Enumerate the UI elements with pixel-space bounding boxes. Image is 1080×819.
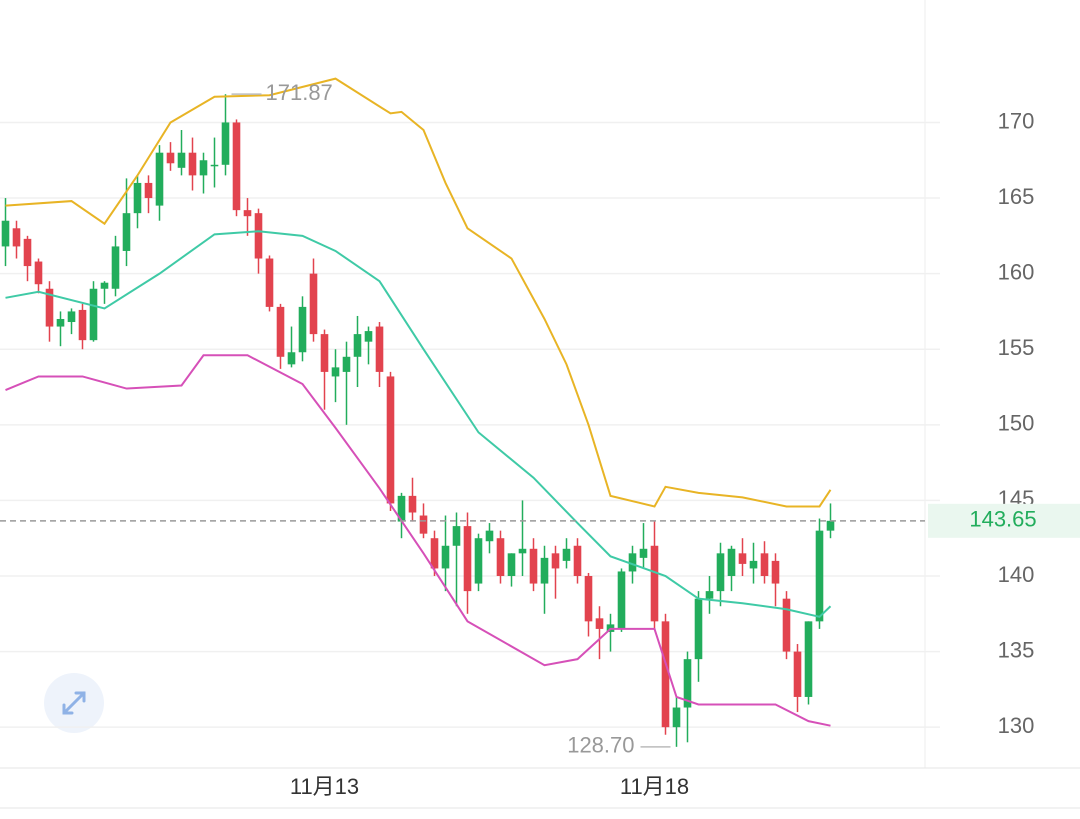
candle-body: [298, 306, 307, 353]
y-tick-label: 165: [998, 184, 1035, 209]
candle-body: [518, 548, 527, 554]
last-price-box: [928, 503, 1080, 538]
candle-body: [804, 621, 813, 697]
candle-body: [210, 164, 219, 167]
candle-body: [243, 210, 252, 217]
candle-body: [408, 495, 417, 513]
candle-body: [628, 553, 637, 572]
candle-body: [254, 213, 263, 259]
candle-body: [34, 261, 43, 285]
candle-body: [595, 618, 604, 629]
candle-body: [683, 659, 692, 708]
x-tick-label: 11月18: [620, 774, 689, 799]
icon-glyph[interactable]: [62, 691, 86, 715]
y-tick-label: 135: [998, 637, 1035, 662]
candle-body: [100, 282, 109, 289]
candle-body: [397, 495, 406, 522]
candle-body: [738, 553, 747, 564]
y-tick-label: 170: [998, 108, 1035, 133]
candle-body: [375, 326, 384, 372]
candle-body: [287, 352, 296, 365]
candle-body: [441, 545, 450, 569]
candle-body: [826, 520, 835, 531]
candle-body: [133, 182, 142, 214]
candle-body: [353, 334, 362, 357]
candle-body: [166, 152, 175, 164]
annotation-label: 171.87: [266, 80, 333, 105]
candle-body: [419, 515, 428, 534]
candle-body: [1, 220, 10, 247]
candle-body: [716, 553, 725, 592]
candle-body: [760, 553, 769, 576]
candle-body: [89, 288, 98, 341]
candle-body: [694, 598, 703, 660]
candle-body: [144, 182, 153, 199]
candle-body: [650, 545, 659, 622]
candle-body: [639, 548, 648, 558]
candle-body: [342, 356, 351, 372]
candle-body: [749, 560, 758, 569]
expand-icon[interactable]: [44, 673, 104, 733]
candle-body: [562, 548, 571, 561]
candle-body: [122, 213, 131, 251]
candle-body: [540, 557, 549, 584]
candle-body: [78, 309, 87, 341]
band-line: [5, 230, 832, 618]
candle-body: [56, 318, 65, 327]
candle-body: [485, 530, 494, 542]
y-tick-label: 150: [998, 411, 1035, 436]
candle-body: [529, 548, 538, 584]
candle-body: [793, 651, 802, 697]
candle-body: [23, 238, 32, 267]
candle-body: [265, 258, 274, 307]
y-tick-label: 140: [998, 562, 1035, 587]
candle-body: [320, 334, 329, 372]
candle-body: [67, 311, 76, 323]
y-tick-label: 160: [998, 259, 1035, 284]
candle-body: [496, 538, 505, 576]
candle-body: [331, 367, 340, 377]
candle-body: [386, 376, 395, 504]
candle-body: [661, 621, 670, 728]
candle-body: [463, 526, 472, 592]
candle-body: [155, 152, 164, 206]
y-tick-label: 130: [998, 713, 1035, 738]
candle-body: [452, 526, 461, 546]
candle-body: [782, 598, 791, 652]
candle-body: [672, 707, 681, 728]
candle-body: [199, 160, 208, 176]
candle-body: [221, 122, 230, 165]
candle-body: [309, 273, 318, 335]
candle-body: [727, 548, 736, 576]
candle-body: [177, 152, 186, 168]
candle-body: [705, 591, 714, 599]
candle-body: [188, 152, 197, 176]
candle-body: [276, 306, 285, 357]
band-line: [5, 354, 831, 727]
last-price-label: 143.65: [969, 507, 1036, 532]
candle-body: [45, 288, 54, 327]
candle-body: [815, 530, 824, 622]
annotation-label: 128.70: [567, 733, 634, 758]
candle-body: [111, 246, 120, 289]
candle-body: [12, 228, 21, 247]
candle-body: [232, 122, 241, 211]
candle-body: [474, 538, 483, 584]
y-tick-label: 155: [998, 335, 1035, 360]
x-tick-label: 11月13: [290, 774, 359, 799]
candle-body: [551, 553, 560, 569]
band-line: [5, 77, 832, 508]
candle-body: [364, 331, 373, 342]
candle-body: [617, 571, 626, 629]
candle-body: [430, 538, 439, 569]
candle-body: [573, 545, 582, 576]
candle-body: [584, 576, 593, 622]
candle-body: [507, 553, 516, 576]
candle-body: [771, 560, 780, 584]
